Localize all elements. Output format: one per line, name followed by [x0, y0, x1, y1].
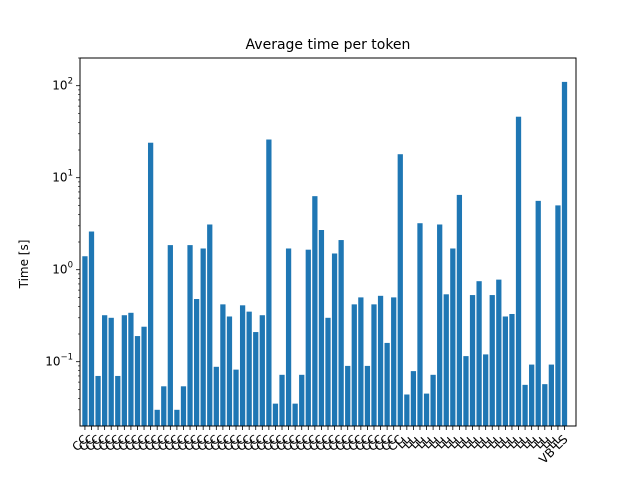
y-tick-label: 102: [52, 77, 73, 93]
bar: [141, 326, 147, 426]
bar: [266, 139, 272, 426]
bar: [253, 332, 259, 426]
bar: [95, 375, 101, 426]
bar: [417, 223, 423, 426]
bar: [193, 299, 200, 426]
bar: [345, 365, 351, 426]
bar: [377, 295, 384, 426]
bar: [167, 245, 173, 426]
bar: [318, 230, 325, 426]
bar: [82, 256, 88, 426]
bar: [154, 409, 160, 426]
bar: [88, 231, 95, 426]
bar: [463, 356, 469, 426]
bar: [358, 297, 364, 426]
bar: [351, 304, 357, 426]
bar: [364, 365, 371, 426]
bar: [115, 375, 121, 426]
bar: [226, 316, 233, 426]
bar: [548, 364, 554, 426]
bar: [410, 371, 417, 426]
y-tick-label: 10−1: [45, 353, 73, 369]
bar: [239, 305, 246, 426]
bar: [509, 313, 515, 426]
bar: [299, 374, 305, 426]
bar: [233, 369, 239, 426]
bar: [174, 409, 180, 426]
bar: [128, 312, 134, 426]
x-ticks-group: CCCCCCCCCCCCCCCCCCCCCCCCCCCCCCCCCCCCCCCC…: [69, 426, 571, 467]
plot-frame: [79, 57, 577, 427]
bar: [331, 253, 338, 426]
bar: [404, 394, 410, 426]
bar: [200, 248, 206, 426]
bar: [102, 315, 108, 426]
chart-title: Average time per token: [246, 37, 411, 53]
bar: [542, 384, 548, 426]
bar: [371, 304, 377, 426]
bar: [384, 342, 390, 426]
bar: [469, 295, 476, 426]
bar: [423, 393, 430, 426]
bar: [187, 245, 193, 426]
bar: [397, 154, 403, 426]
bar: [443, 294, 449, 426]
bar: [292, 403, 298, 426]
y-tick-label: 101: [52, 169, 73, 185]
bar: [312, 196, 318, 426]
bar: [391, 297, 397, 426]
bar: [496, 279, 502, 426]
bar: [272, 403, 279, 426]
bar: [515, 116, 522, 426]
bar: [279, 374, 285, 426]
bar: [161, 386, 167, 426]
bar: [529, 364, 535, 426]
bar: [437, 224, 443, 426]
bars-group: [82, 81, 568, 426]
bar: [147, 142, 154, 426]
bar: [220, 304, 226, 426]
bar: [561, 81, 568, 426]
bar: [483, 354, 489, 426]
bar: [134, 336, 141, 426]
bar: [121, 315, 127, 426]
bar: [476, 281, 482, 426]
bar: [305, 249, 311, 426]
bar: [213, 366, 219, 426]
bar: [325, 317, 331, 426]
bar: [502, 316, 509, 426]
bar: [456, 194, 463, 426]
bar: [535, 200, 541, 426]
bar: [555, 205, 561, 426]
bar: [489, 295, 495, 426]
bar: [285, 248, 292, 426]
bar: [259, 315, 265, 426]
bar: [180, 386, 187, 426]
bar: [246, 311, 252, 426]
bar: [207, 224, 213, 426]
bar: [522, 384, 528, 426]
bar: [450, 248, 456, 426]
y-tick-label: 100: [52, 261, 73, 277]
bar: [108, 317, 114, 426]
bar: [430, 374, 436, 426]
y-axis-label: Time [s]: [17, 240, 31, 290]
bar: [338, 240, 344, 426]
